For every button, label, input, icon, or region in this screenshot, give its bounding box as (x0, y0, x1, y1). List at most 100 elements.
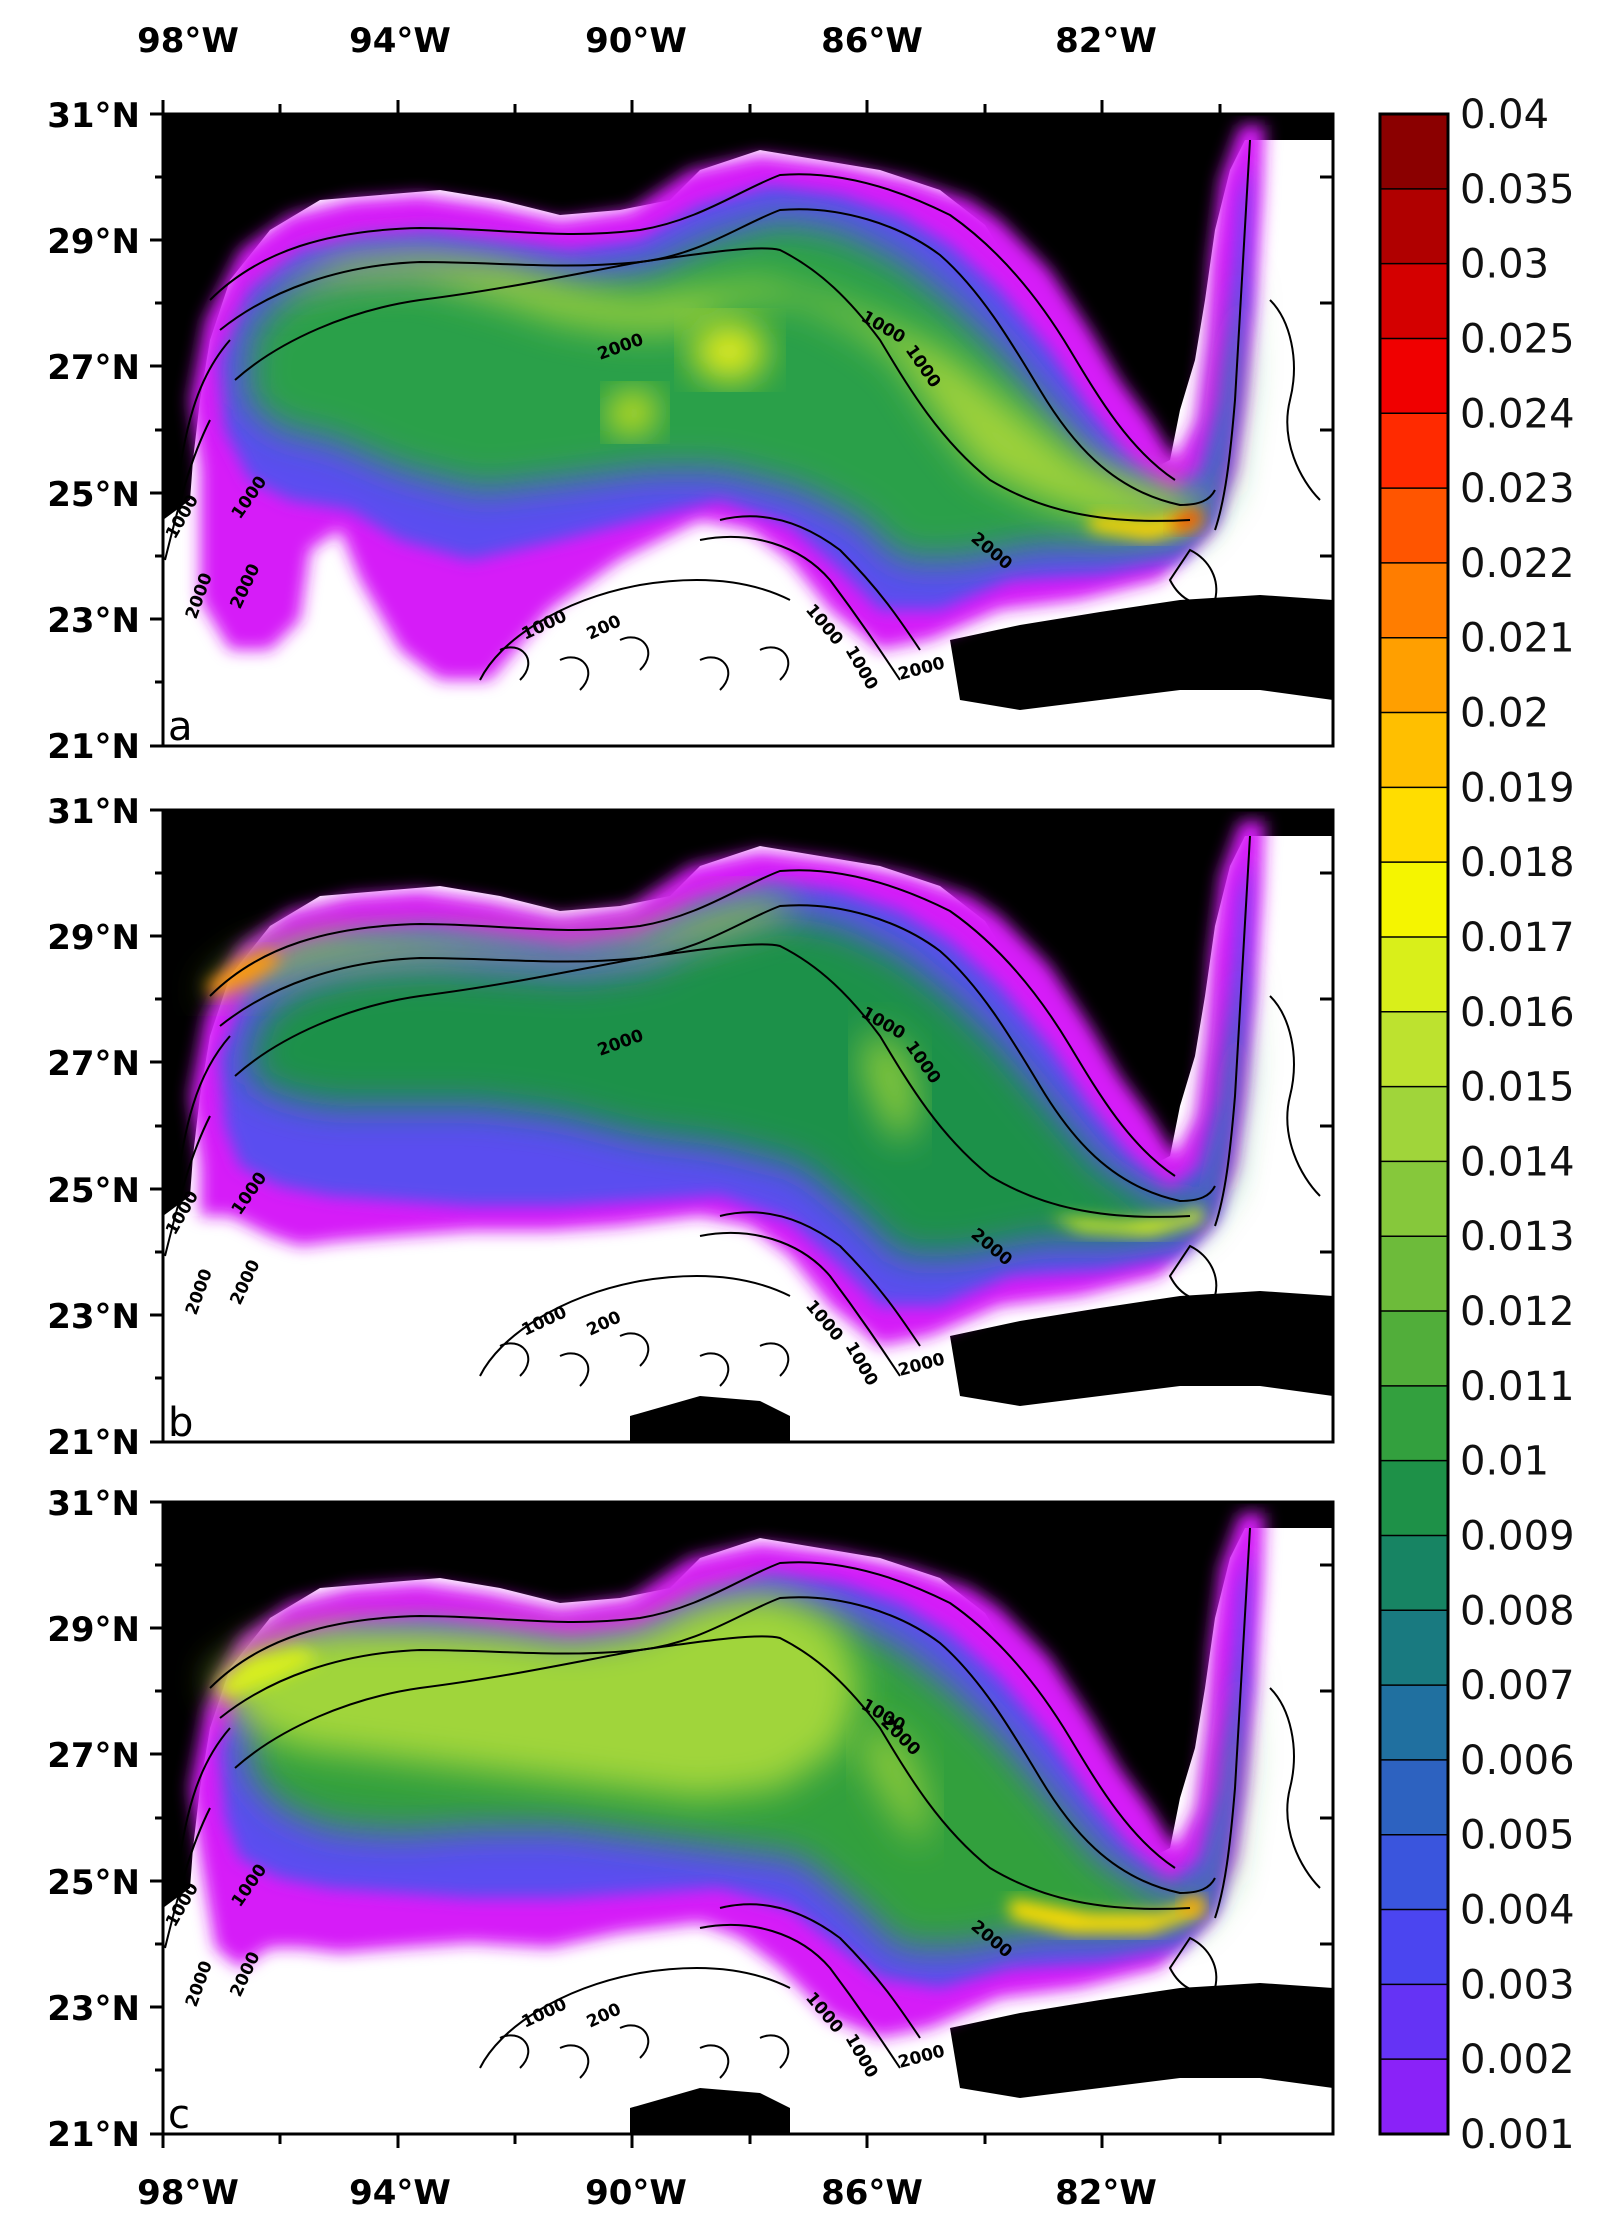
lat-label-29n: 29°N (47, 1610, 140, 1650)
lon-label-94w: 94°W (349, 21, 451, 61)
lat-label-23n: 23°N (47, 601, 140, 641)
lat-label-27n: 27°N (47, 348, 140, 388)
colorbar-swatch (1380, 1834, 1448, 1911)
land-yucatan (630, 1396, 790, 1442)
colorbar-swatch (1380, 1086, 1448, 1162)
colorbar-label: 0.018 (1460, 840, 1575, 886)
colorbar-label: 0.004 (1460, 1888, 1575, 1934)
lon-label-98w: 98°W (137, 2173, 239, 2213)
colorbar-label: 0.006 (1460, 1738, 1575, 1784)
colorbar-frame (1378, 112, 1450, 2136)
colorbar-label: 0.022 (1460, 541, 1575, 587)
land-yucatan (630, 2088, 790, 2134)
colorbar-label: 0.009 (1460, 1513, 1575, 1559)
colorbar-label: 0.017 (1460, 915, 1575, 961)
lat-label-31n: 31°N (47, 792, 140, 832)
colorbar-label: 0.04 (1460, 92, 1549, 138)
colorbar-label: 0.011 (1460, 1364, 1575, 1410)
colorbar-label: 0.005 (1460, 1813, 1575, 1859)
colorbar-swatch (1380, 1984, 1448, 2060)
lat-label-21n: 21°N (47, 1423, 140, 1463)
colorbar-swatch (1380, 1161, 1448, 1237)
colorbar-label: 0.013 (1460, 1214, 1575, 1260)
bottom-lon-axis: 98°W 94°W 90°W 86°W 82°W (137, 2173, 1157, 2213)
bathymetry-contours-a (164, 139, 1321, 691)
panel-c-ticks (150, 1500, 1333, 2148)
colorbar-label: 0.002 (1460, 2037, 1575, 2083)
colorbar-swatch (1380, 1311, 1448, 1387)
colorbar-swatch (1380, 1460, 1448, 1536)
bathymetry-contours-b (164, 835, 1321, 1387)
panel-c: 1000 2000 1000 2000 1000 2000 2000 200 1… (47, 1484, 1335, 2155)
lon-label-86w: 86°W (821, 21, 923, 61)
land-florida (1020, 1502, 1210, 1858)
panel-b-map: 1000 2000 1000 2000 2000 1000 1000 2000 … (163, 810, 1333, 1442)
land-cuba (950, 1983, 1333, 2098)
lat-label-25n: 25°N (47, 1863, 140, 1903)
colorbar-swatch (1380, 263, 1448, 339)
lon-label-90w: 90°W (585, 2173, 687, 2213)
colorbar-swatch (1380, 637, 1448, 714)
lon-label-98w: 98°W (137, 21, 239, 61)
panel-a-lat-axis: 31°N 29°N 27°N 25°N 23°N 21°N (47, 96, 140, 767)
colorbar-swatch (1380, 787, 1448, 863)
concentration-field-b (190, 821, 1265, 1346)
colorbar-label: 0.007 (1460, 1663, 1575, 1709)
colorbar-label: 0.024 (1460, 391, 1575, 437)
lat-label-29n: 29°N (47, 918, 140, 958)
panel-b-ticks (150, 808, 1333, 1444)
colorbar-swatch (1380, 488, 1448, 564)
colorbar-swatch (1380, 114, 1448, 190)
panel-b-lat-axis: 31°N 29°N 27°N 25°N 23°N 21°N (47, 792, 140, 1463)
colorbar-swatch (1380, 1535, 1448, 1611)
colorbar-label: 0.014 (1460, 1139, 1575, 1185)
panel-label-c: c (168, 2092, 190, 2138)
concentration-field-c (190, 1513, 1265, 2038)
colorbar-swatch (1380, 1011, 1448, 1088)
lat-label-31n: 31°N (47, 96, 140, 136)
lon-label-86w: 86°W (821, 2173, 923, 2213)
panel-label-a: a (168, 704, 193, 750)
lat-label-27n: 27°N (47, 1736, 140, 1776)
land-florida (1020, 114, 1210, 470)
colorbar-label: 0.001 (1460, 2112, 1575, 2158)
colorbar-label: 0.021 (1460, 616, 1575, 662)
lat-label-31n: 31°N (47, 1484, 140, 1524)
colorbar: 0.04 0.035 0.03 0.025 0.024 0.023 0.022 0.021 0.… (1378, 92, 1575, 2158)
colorbar-swatch (1380, 1759, 1448, 1836)
top-lon-axis: 98°W 94°W 90°W 86°W 82°W (137, 21, 1157, 61)
colorbar-swatch (1380, 1236, 1448, 1312)
colorbar-label: 0.01 (1460, 1439, 1549, 1485)
panel-b: 1000 2000 1000 2000 2000 1000 1000 2000 … (47, 792, 1335, 1463)
lat-label-21n: 21°N (47, 2115, 140, 2155)
colorbar-label: 0.019 (1460, 765, 1575, 811)
colorbar-label: 0.035 (1460, 167, 1575, 213)
panel-label-b: b (168, 1400, 193, 1446)
bathymetry-contours-c (164, 1527, 1321, 2079)
colorbar-label: 0.015 (1460, 1065, 1575, 1111)
land-florida (1020, 810, 1210, 1166)
lat-label-23n: 23°N (47, 1989, 140, 2029)
lon-label-90w: 90°W (585, 21, 687, 61)
lon-label-82w: 82°W (1055, 2173, 1157, 2213)
panel-c-map: 1000 2000 1000 2000 1000 2000 2000 200 1… (163, 1502, 1333, 2134)
colorbar-swatch (1380, 712, 1448, 788)
lat-label-29n: 29°N (47, 222, 140, 262)
colorbar-swatch (1380, 413, 1448, 489)
colorbar-swatch (1380, 338, 1448, 414)
lat-label-21n: 21°N (47, 727, 140, 767)
land-cuba (950, 1291, 1333, 1406)
concentration-field-a (190, 125, 1265, 680)
colorbar-label: 0.023 (1460, 466, 1575, 512)
colorbar-swatch (1380, 1909, 1448, 1985)
lat-label-23n: 23°N (47, 1297, 140, 1337)
colorbar-swatch (1380, 2059, 1448, 2135)
lat-label-25n: 25°N (47, 475, 140, 515)
colorbar-label: 0.003 (1460, 1962, 1575, 2008)
lat-label-27n: 27°N (47, 1044, 140, 1084)
lat-label-25n: 25°N (47, 1171, 140, 1211)
colorbar-swatch (1380, 188, 1448, 265)
colorbar-label: 0.012 (1460, 1289, 1575, 1335)
colorbar-swatch (1380, 1385, 1448, 1462)
